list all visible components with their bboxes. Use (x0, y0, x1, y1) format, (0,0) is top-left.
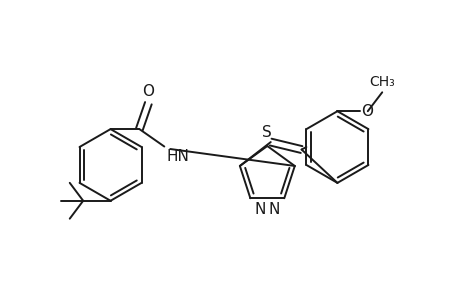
Text: O: O (142, 84, 154, 99)
Text: O: O (360, 104, 372, 119)
Text: N: N (254, 202, 265, 217)
Text: N: N (269, 202, 280, 217)
Text: CH₃: CH₃ (369, 75, 394, 89)
Text: S: S (262, 125, 272, 140)
Text: HN: HN (167, 149, 189, 164)
